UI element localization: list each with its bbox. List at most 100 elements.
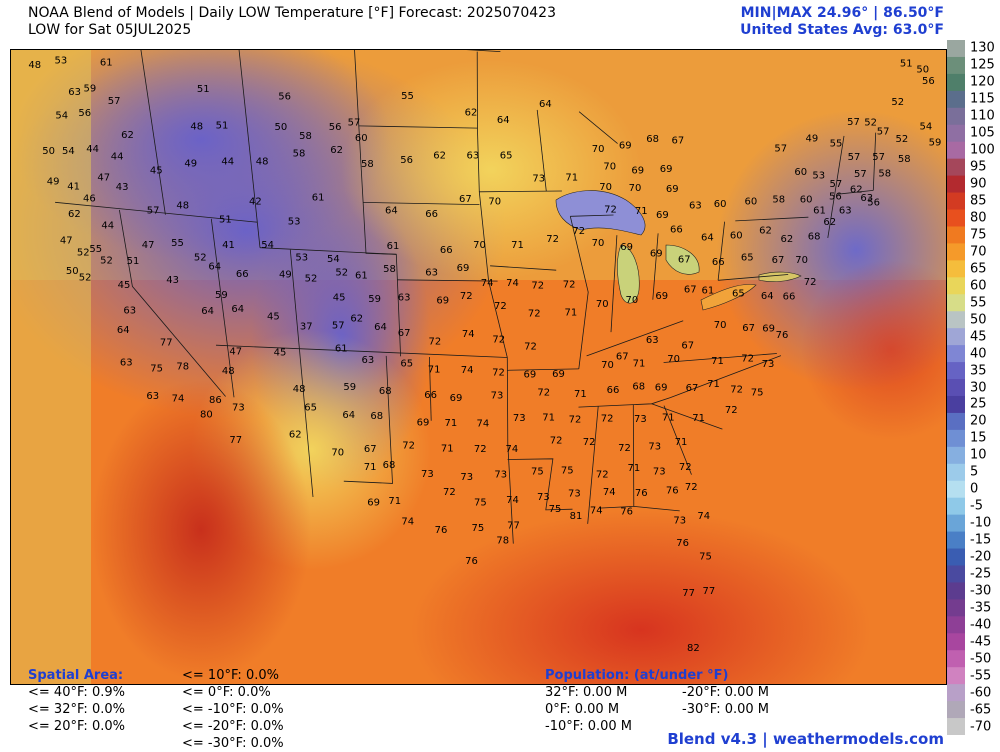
temperature-label: 71 bbox=[662, 413, 675, 424]
temperature-label: 72 bbox=[725, 405, 738, 416]
temperature-label: 69 bbox=[666, 184, 679, 195]
temperature-label: 44 bbox=[86, 144, 99, 155]
temperature-label: 77 bbox=[160, 337, 173, 348]
colorbar-swatch bbox=[947, 497, 965, 516]
temperature-label: 64 bbox=[342, 410, 355, 421]
temperature-label: 72 bbox=[550, 435, 563, 446]
temperature-label: 73 bbox=[494, 469, 507, 480]
colorbar-swatch bbox=[947, 463, 965, 482]
temperature-label: 66 bbox=[607, 385, 620, 396]
temperature-label: 51 bbox=[127, 256, 140, 267]
temperature-label: 72 bbox=[741, 353, 754, 364]
temperature-label: 58 bbox=[383, 264, 396, 275]
state-border-line bbox=[289, 249, 314, 498]
temperature-label: 46 bbox=[83, 194, 96, 205]
temperature-label: 73 bbox=[532, 173, 545, 184]
temperature-label: 66 bbox=[783, 292, 796, 303]
temperature-map[interactable]: 48 53 61 63 59 57 51 56 57 55 62 64 64 54 56 44 62 48 51 50… bbox=[10, 49, 947, 685]
state-border-line bbox=[507, 458, 573, 511]
temperature-label: 67 bbox=[398, 328, 411, 339]
temperature-label: 63 bbox=[398, 292, 411, 303]
temperature-label: 74 bbox=[461, 365, 474, 376]
state-border-line bbox=[140, 50, 166, 215]
temperature-label: 66 bbox=[440, 245, 453, 256]
temperature-label: 62 bbox=[433, 150, 446, 161]
colorbar-tick-label: 70 bbox=[970, 244, 987, 260]
colorbar-labels: 130 125 120 115 110 105 100 95 90 85 80 75 70 65 60 55 5… bbox=[970, 40, 1000, 735]
temperature-label: 63 bbox=[467, 151, 480, 162]
colorbar-tick-label: -35 bbox=[970, 600, 992, 616]
temperature-label: 56 bbox=[829, 192, 842, 203]
temperature-label: 56 bbox=[867, 197, 880, 208]
temperature-label: 72 bbox=[604, 205, 617, 216]
colorbar-tick-label: -30 bbox=[970, 583, 992, 599]
lake-erie bbox=[700, 284, 757, 311]
plains-mild-region bbox=[341, 60, 641, 280]
temperature-label: 75 bbox=[474, 498, 487, 509]
temperature-label: 71 bbox=[675, 437, 688, 448]
temperature-label: 52 bbox=[896, 134, 909, 145]
colorbar-swatch bbox=[947, 650, 965, 668]
temperature-label: 64 bbox=[231, 304, 244, 315]
temperature-label: 69 bbox=[655, 383, 668, 394]
temperature-label: 67 bbox=[681, 340, 694, 351]
temperature-label: 67 bbox=[678, 254, 691, 265]
colorbar-tick-label: 125 bbox=[970, 57, 995, 73]
temperature-label: 70 bbox=[599, 182, 612, 193]
temperature-label: 71 bbox=[633, 358, 646, 369]
temperature-label: 73 bbox=[653, 466, 666, 477]
temperature-label: 51 bbox=[197, 84, 210, 95]
colorbar-tick-label: 15 bbox=[970, 430, 987, 446]
temperature-label: 50 bbox=[275, 122, 288, 133]
temperature-label: 72 bbox=[685, 482, 698, 493]
temperature-label: 61 bbox=[813, 206, 826, 217]
temperature-label: 77 bbox=[703, 586, 716, 597]
population-row: 0°F: 0.00 M bbox=[545, 702, 620, 717]
temperature-label: 72 bbox=[460, 291, 473, 302]
temperature-label: 58 bbox=[878, 169, 891, 180]
temperature-label: 49 bbox=[806, 133, 819, 144]
temperature-label: 73 bbox=[648, 441, 661, 452]
temperature-label: 69 bbox=[552, 369, 565, 380]
colorbar-swatch bbox=[947, 124, 965, 143]
colorbar-tick-label: 65 bbox=[970, 261, 987, 277]
desert-hot-region bbox=[91, 380, 311, 680]
colorbar-swatch bbox=[947, 141, 965, 160]
temperature-label: 57 bbox=[872, 152, 885, 163]
temperature-label: 73 bbox=[460, 472, 473, 483]
temperature-label: 74 bbox=[462, 329, 475, 340]
colorbar-tick-label: 115 bbox=[970, 91, 995, 107]
footer-credit: Blend v4.3 | weathermodels.com bbox=[667, 730, 944, 748]
temperature-label: 41 bbox=[67, 182, 80, 193]
state-border-line bbox=[735, 216, 809, 222]
temperature-label: 73 bbox=[513, 413, 526, 424]
state-border-line bbox=[119, 209, 226, 397]
temperature-label: 65 bbox=[741, 252, 754, 263]
temperature-label: 78 bbox=[496, 536, 509, 547]
population-col1: 32°F: 0.00 M 0°F: 0.00 M -10°F: 0.00 M bbox=[545, 684, 632, 735]
state-borders bbox=[55, 50, 877, 544]
temperature-label: 66 bbox=[670, 224, 683, 235]
temperature-label: 74 bbox=[590, 505, 603, 516]
colorbar-swatch bbox=[947, 107, 965, 126]
temperature-label: 76 bbox=[666, 486, 679, 497]
temperature-label: 72 bbox=[569, 415, 582, 426]
spatial-area-row: <= -10°F: 0.0% bbox=[182, 702, 284, 717]
temperature-label: 52 bbox=[335, 267, 348, 278]
spatial-area-row: <= -30°F: 0.0% bbox=[182, 736, 284, 751]
temperature-label: 69 bbox=[631, 165, 644, 176]
temperature-label: 66 bbox=[712, 257, 725, 268]
temperature-label: 63 bbox=[839, 206, 852, 217]
temperature-label: 74 bbox=[506, 495, 519, 506]
atlantic-warm-region bbox=[801, 260, 946, 440]
temperature-label: 49 bbox=[184, 159, 197, 170]
temperature-label: 57 bbox=[774, 144, 787, 155]
temperature-label: 67 bbox=[459, 194, 472, 205]
temperature-label: 64 bbox=[497, 115, 510, 126]
colorbar-swatch bbox=[947, 616, 965, 634]
population-row: -20°F: 0.00 M bbox=[682, 685, 770, 700]
temperature-label: 62 bbox=[68, 209, 81, 220]
temperature-label: 57 bbox=[108, 96, 121, 107]
temperature-label: 74 bbox=[477, 418, 490, 429]
temperature-label: 81 bbox=[570, 511, 583, 522]
